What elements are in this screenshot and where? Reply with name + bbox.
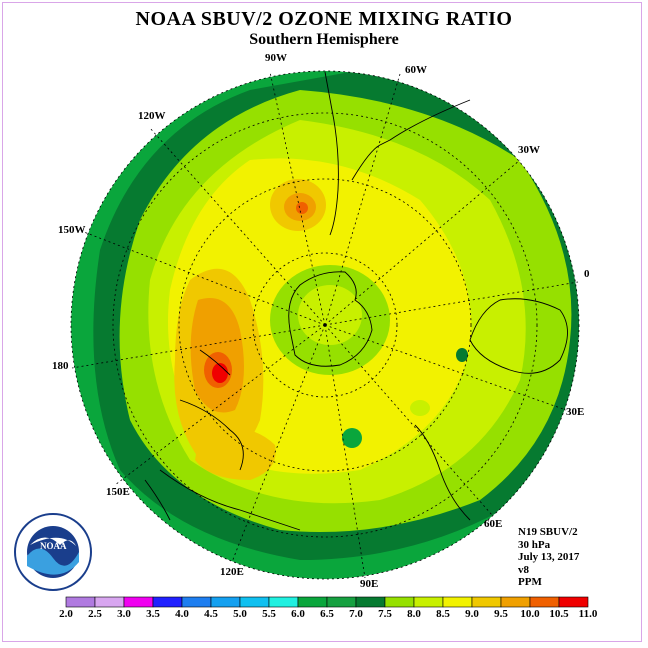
lon-label-120e: 120E <box>220 566 244 578</box>
colorbar-tick-label: 9.0 <box>465 608 479 620</box>
meridian-grid <box>71 71 579 579</box>
colorbar-tick-label: 3.0 <box>117 608 131 620</box>
colorbar-tick-label: 7.0 <box>349 608 363 620</box>
units-label: PPM <box>518 576 542 588</box>
lon-label-150w: 150W <box>58 224 86 236</box>
map-subtitle: Southern Hemisphere <box>249 31 399 48</box>
colorbar-tick-label: 8.5 <box>436 608 450 620</box>
instrument-label: N19 SBUV/2 <box>518 526 578 538</box>
colorbar-tick-label: 6.0 <box>291 608 305 620</box>
latitude-grid <box>70 70 580 580</box>
colorbar-tick-label: 9.5 <box>494 608 508 620</box>
lon-label-60w: 60W <box>405 64 427 76</box>
lon-label-120w: 120W <box>138 110 166 122</box>
version-label: v8 <box>518 563 529 576</box>
coastlines <box>144 71 568 531</box>
lon-label-0: 0 <box>584 268 590 280</box>
colorbar-tick-label: 7.5 <box>378 608 392 620</box>
colorbar-tick-label: 10.5 <box>549 608 569 620</box>
colorbar-tick-label: 2.0 <box>59 608 73 620</box>
colorbar-tick-label: 5.0 <box>233 608 247 620</box>
colorbar-tick-label: 4.5 <box>204 608 218 620</box>
map-metadata: N19 SBUV/2 30 hPa July 13, 2017 v8 PPM <box>518 526 579 589</box>
pressure-level-label: 30 hPa <box>518 538 551 551</box>
colorbar-tick-label: 6.5 <box>320 608 334 620</box>
lon-label-30w: 30W <box>518 144 540 156</box>
lon-label-180: 180 <box>52 360 69 372</box>
lon-label-90e: 90E <box>360 578 379 590</box>
colorbar-tick-label: 5.5 <box>262 608 276 620</box>
page-frame <box>2 2 642 642</box>
ozone-field <box>71 71 579 579</box>
map-title: NOAA SBUV/2 OZONE MIXING RATIO <box>135 8 513 30</box>
colorbar-tick-label: 3.5 <box>146 608 160 620</box>
lon-label-90w: 90W <box>265 52 287 64</box>
date-label: July 13, 2017 <box>518 551 580 563</box>
lon-label-30e: 30E <box>566 406 585 418</box>
lon-label-150e: 150E <box>106 486 130 498</box>
colorbar-tick-label: 2.5 <box>88 608 102 620</box>
colorbar-tick-label: 10.0 <box>520 608 540 620</box>
lon-label-60e: 60E <box>484 518 503 530</box>
noaa-logo-text: NOAA <box>40 541 67 551</box>
colorbar-tick-label: 8.0 <box>407 608 421 620</box>
colorbar-tick-label: 4.0 <box>175 608 189 620</box>
colorbar-tick-label: 11.0 <box>578 608 598 620</box>
